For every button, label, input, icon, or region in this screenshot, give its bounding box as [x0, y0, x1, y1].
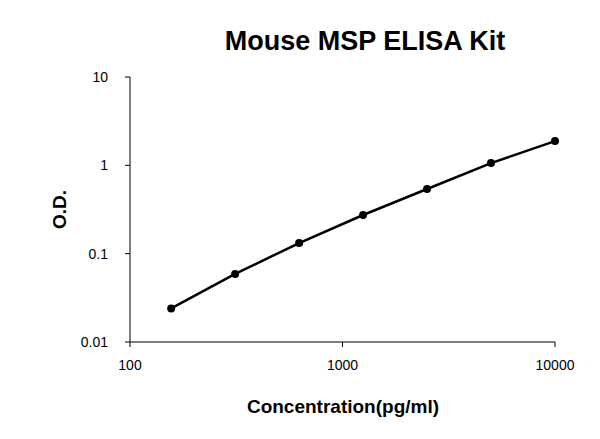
y-axis	[130, 77, 131, 342]
title: Mouse MSP ELISA Kit	[225, 26, 506, 56]
y-axis-label: O.D.	[49, 190, 70, 229]
x-axis-label: Concentration(pg/ml)	[247, 396, 439, 417]
y-tick	[125, 253, 130, 254]
y-tick	[125, 77, 130, 78]
series-line	[171, 141, 555, 308]
y-tick-label: 10	[92, 69, 108, 85]
data-point	[487, 159, 495, 167]
y-tick	[125, 165, 130, 166]
y-tick-label: 0.01	[81, 334, 108, 350]
y-tick	[125, 342, 130, 343]
x-tick	[130, 342, 131, 347]
x-tick-label: 10000	[536, 357, 575, 373]
data-point	[231, 270, 239, 278]
chart: Mouse MSP ELISA Kit 0.01 0.1 1 10 100 1000 1000…	[0, 0, 600, 439]
y-tick-label: 1	[100, 157, 108, 173]
data-point	[359, 211, 367, 219]
data-point	[551, 137, 559, 145]
plot-area	[167, 137, 559, 312]
x-tick-label: 1000	[327, 357, 358, 373]
y-tick-label: 0.1	[89, 246, 109, 262]
data-point	[423, 185, 431, 193]
data-point	[167, 304, 175, 312]
x-tick	[342, 342, 343, 347]
x-tick	[555, 342, 556, 347]
data-point	[295, 239, 303, 247]
x-tick-label: 100	[118, 357, 142, 373]
